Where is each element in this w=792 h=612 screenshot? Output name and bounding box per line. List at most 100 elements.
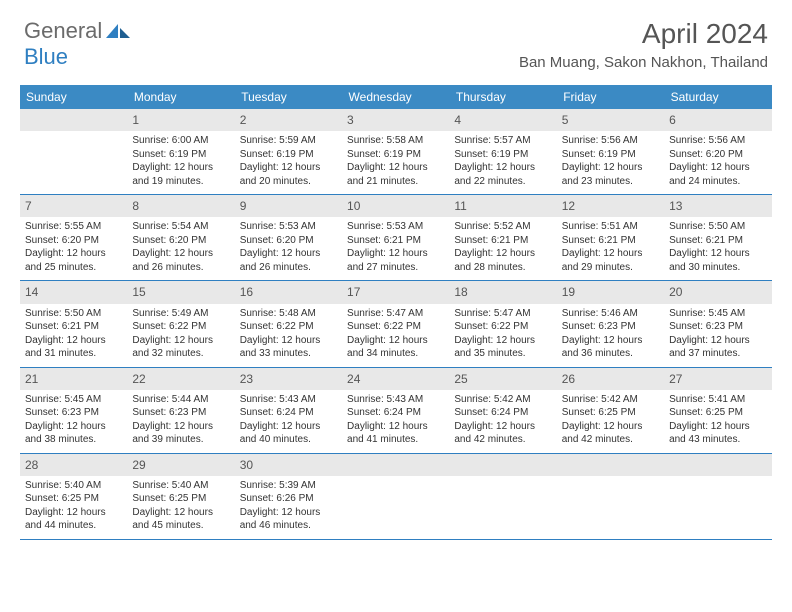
day-cell: 9Sunrise: 5:53 AMSunset: 6:20 PMDaylight…: [235, 195, 342, 281]
day-number: 14: [20, 281, 127, 303]
logo-sail-icon: [104, 22, 132, 40]
day-number: 28: [20, 454, 127, 476]
day-cell: 22 Sunrise: 5:44 AMSunset: 6:23 PMDayligh…: [127, 367, 234, 453]
day-number: 17: [342, 281, 449, 303]
day-cell: 24 Sunrise: 5:43 AMSunset: 6:24 PMDayligh…: [342, 367, 449, 453]
day-cell: 16 Sunrise: 5:48 AMSunset: 6:22 PMDayligh…: [235, 281, 342, 367]
day-cell: 29 Sunrise: 5:40 AMSunset: 6:25 PMDayligh…: [127, 453, 234, 539]
location: Ban Muang, Sakon Nakhon, Thailand: [519, 54, 768, 71]
day-info: Sunrise: 5:59 AMSunset: 6:19 PMDaylight:…: [240, 134, 337, 188]
day-info: Sunrise: 6:00 AMSunset: 6:19 PMDaylight:…: [132, 134, 229, 188]
day-info: Sunrise: 5:53 AMSunset: 6:21 PMDaylight:…: [347, 220, 444, 274]
day-info: Sunrise: 5:47 AMSunset: 6:22 PMDaylight:…: [454, 307, 551, 361]
day-cell: 26 Sunrise: 5:42 AMSunset: 6:25 PMDayligh…: [557, 367, 664, 453]
day-info: Sunrise: 5:40 AMSunset: 6:25 PMDaylight:…: [25, 479, 122, 533]
day-number: 23: [235, 368, 342, 390]
day-number: 22: [127, 368, 234, 390]
month-title: April 2024: [519, 18, 768, 50]
day-info: Sunrise: 5:56 AMSunset: 6:19 PMDaylight:…: [562, 134, 659, 188]
day-cell: 27 Sunrise: 5:41 AMSunset: 6:25 PMDayligh…: [664, 367, 771, 453]
logo-text-general: General: [24, 18, 102, 44]
day-info: Sunrise: 5:41 AMSunset: 6:25 PMDaylight:…: [669, 393, 766, 447]
day-info: Sunrise: 5:55 AMSunset: 6:20 PMDaylight:…: [25, 220, 122, 274]
day-number: 20: [664, 281, 771, 303]
weekday-header: Sunday: [20, 85, 127, 109]
day-number: 27: [664, 368, 771, 390]
day-info: Sunrise: 5:40 AMSunset: 6:25 PMDaylight:…: [132, 479, 229, 533]
day-number: 13: [664, 195, 771, 217]
day-number: 16: [235, 281, 342, 303]
calendar-row: 1Sunrise: 6:00 AMSunset: 6:19 PMDaylight…: [20, 109, 772, 195]
day-number-empty: [20, 109, 127, 131]
calendar-row: 7Sunrise: 5:55 AMSunset: 6:20 PMDaylight…: [20, 195, 772, 281]
day-cell: 8 Sunrise: 5:54 AMSunset: 6:20 PMDaylight…: [127, 195, 234, 281]
day-info: Sunrise: 5:56 AMSunset: 6:20 PMDaylight:…: [669, 134, 766, 188]
day-cell: 25Sunrise: 5:42 AMSunset: 6:24 PMDayligh…: [449, 367, 556, 453]
day-cell: 13 Sunrise: 5:50 AMSunset: 6:21 PMDayligh…: [664, 195, 771, 281]
day-info: Sunrise: 5:57 AMSunset: 6:19 PMDaylight:…: [454, 134, 551, 188]
empty-cell: [20, 109, 127, 195]
day-cell: 21Sunrise: 5:45 AMSunset: 6:23 PMDayligh…: [20, 367, 127, 453]
empty-cell: [664, 453, 771, 539]
day-info: Sunrise: 5:43 AMSunset: 6:24 PMDaylight:…: [240, 393, 337, 447]
day-number: 5: [557, 109, 664, 131]
day-number: 2: [235, 109, 342, 131]
empty-cell: [342, 453, 449, 539]
day-cell: 17 Sunrise: 5:47 AMSunset: 6:22 PMDayligh…: [342, 281, 449, 367]
empty-cell: [449, 453, 556, 539]
day-number: 30: [235, 454, 342, 476]
day-cell: 23 Sunrise: 5:43 AMSunset: 6:24 PMDayligh…: [235, 367, 342, 453]
day-number: 3: [342, 109, 449, 131]
day-info: Sunrise: 5:54 AMSunset: 6:20 PMDaylight:…: [132, 220, 229, 274]
day-info: Sunrise: 5:42 AMSunset: 6:25 PMDaylight:…: [562, 393, 659, 447]
day-cell: 19 Sunrise: 5:46 AMSunset: 6:23 PMDayligh…: [557, 281, 664, 367]
day-number: 4: [449, 109, 556, 131]
day-cell: 12Sunrise: 5:51 AMSunset: 6:21 PMDayligh…: [557, 195, 664, 281]
day-cell: 2 Sunrise: 5:59 AMSunset: 6:19 PMDaylight…: [235, 109, 342, 195]
day-info: Sunrise: 5:50 AMSunset: 6:21 PMDaylight:…: [25, 307, 122, 361]
day-info: Sunrise: 5:44 AMSunset: 6:23 PMDaylight:…: [132, 393, 229, 447]
day-number: 8: [127, 195, 234, 217]
weekday-header: Saturday: [664, 85, 771, 109]
day-cell: 5 Sunrise: 5:56 AMSunset: 6:19 PMDaylight…: [557, 109, 664, 195]
weekday-header: Monday: [127, 85, 234, 109]
day-info: Sunrise: 5:46 AMSunset: 6:23 PMDaylight:…: [562, 307, 659, 361]
day-number: 19: [557, 281, 664, 303]
day-info: Sunrise: 5:53 AMSunset: 6:20 PMDaylight:…: [240, 220, 337, 274]
weekday-header-row: SundayMondayTuesdayWednesdayThursdayFrid…: [20, 85, 772, 109]
day-info: Sunrise: 5:50 AMSunset: 6:21 PMDaylight:…: [669, 220, 766, 274]
day-number-empty: [342, 454, 449, 476]
calendar-row: 28Sunrise: 5:40 AMSunset: 6:25 PMDayligh…: [20, 453, 772, 539]
day-cell: 11Sunrise: 5:52 AMSunset: 6:21 PMDayligh…: [449, 195, 556, 281]
day-number-empty: [557, 454, 664, 476]
day-number: 15: [127, 281, 234, 303]
day-info: Sunrise: 5:39 AMSunset: 6:26 PMDaylight:…: [240, 479, 337, 533]
day-info: Sunrise: 5:49 AMSunset: 6:22 PMDaylight:…: [132, 307, 229, 361]
day-cell: 14 Sunrise: 5:50 AMSunset: 6:21 PMDayligh…: [20, 281, 127, 367]
weekday-header: Thursday: [449, 85, 556, 109]
day-cell: 7Sunrise: 5:55 AMSunset: 6:20 PMDaylight…: [20, 195, 127, 281]
day-cell: 20 Sunrise: 5:45 AMSunset: 6:23 PMDayligh…: [664, 281, 771, 367]
day-number: 24: [342, 368, 449, 390]
day-info: Sunrise: 5:52 AMSunset: 6:21 PMDaylight:…: [454, 220, 551, 274]
weekday-header: Wednesday: [342, 85, 449, 109]
day-number-empty: [449, 454, 556, 476]
day-cell: 4 Sunrise: 5:57 AMSunset: 6:19 PMDaylight…: [449, 109, 556, 195]
day-cell: 1Sunrise: 6:00 AMSunset: 6:19 PMDaylight…: [127, 109, 234, 195]
day-cell: 15 Sunrise: 5:49 AMSunset: 6:22 PMDayligh…: [127, 281, 234, 367]
day-number: 10: [342, 195, 449, 217]
day-info: Sunrise: 5:45 AMSunset: 6:23 PMDaylight:…: [669, 307, 766, 361]
calendar-table: SundayMondayTuesdayWednesdayThursdayFrid…: [20, 85, 772, 540]
day-info: Sunrise: 5:45 AMSunset: 6:23 PMDaylight:…: [25, 393, 122, 447]
day-number: 29: [127, 454, 234, 476]
day-number: 26: [557, 368, 664, 390]
day-info: Sunrise: 5:42 AMSunset: 6:24 PMDaylight:…: [454, 393, 551, 447]
day-info: Sunrise: 5:58 AMSunset: 6:19 PMDaylight:…: [347, 134, 444, 188]
logo: General: [24, 18, 134, 44]
day-info: Sunrise: 5:48 AMSunset: 6:22 PMDaylight:…: [240, 307, 337, 361]
empty-cell: [557, 453, 664, 539]
day-info: Sunrise: 5:47 AMSunset: 6:22 PMDaylight:…: [347, 307, 444, 361]
day-info: Sunrise: 5:43 AMSunset: 6:24 PMDaylight:…: [347, 393, 444, 447]
day-number: 12: [557, 195, 664, 217]
day-number: 6: [664, 109, 771, 131]
